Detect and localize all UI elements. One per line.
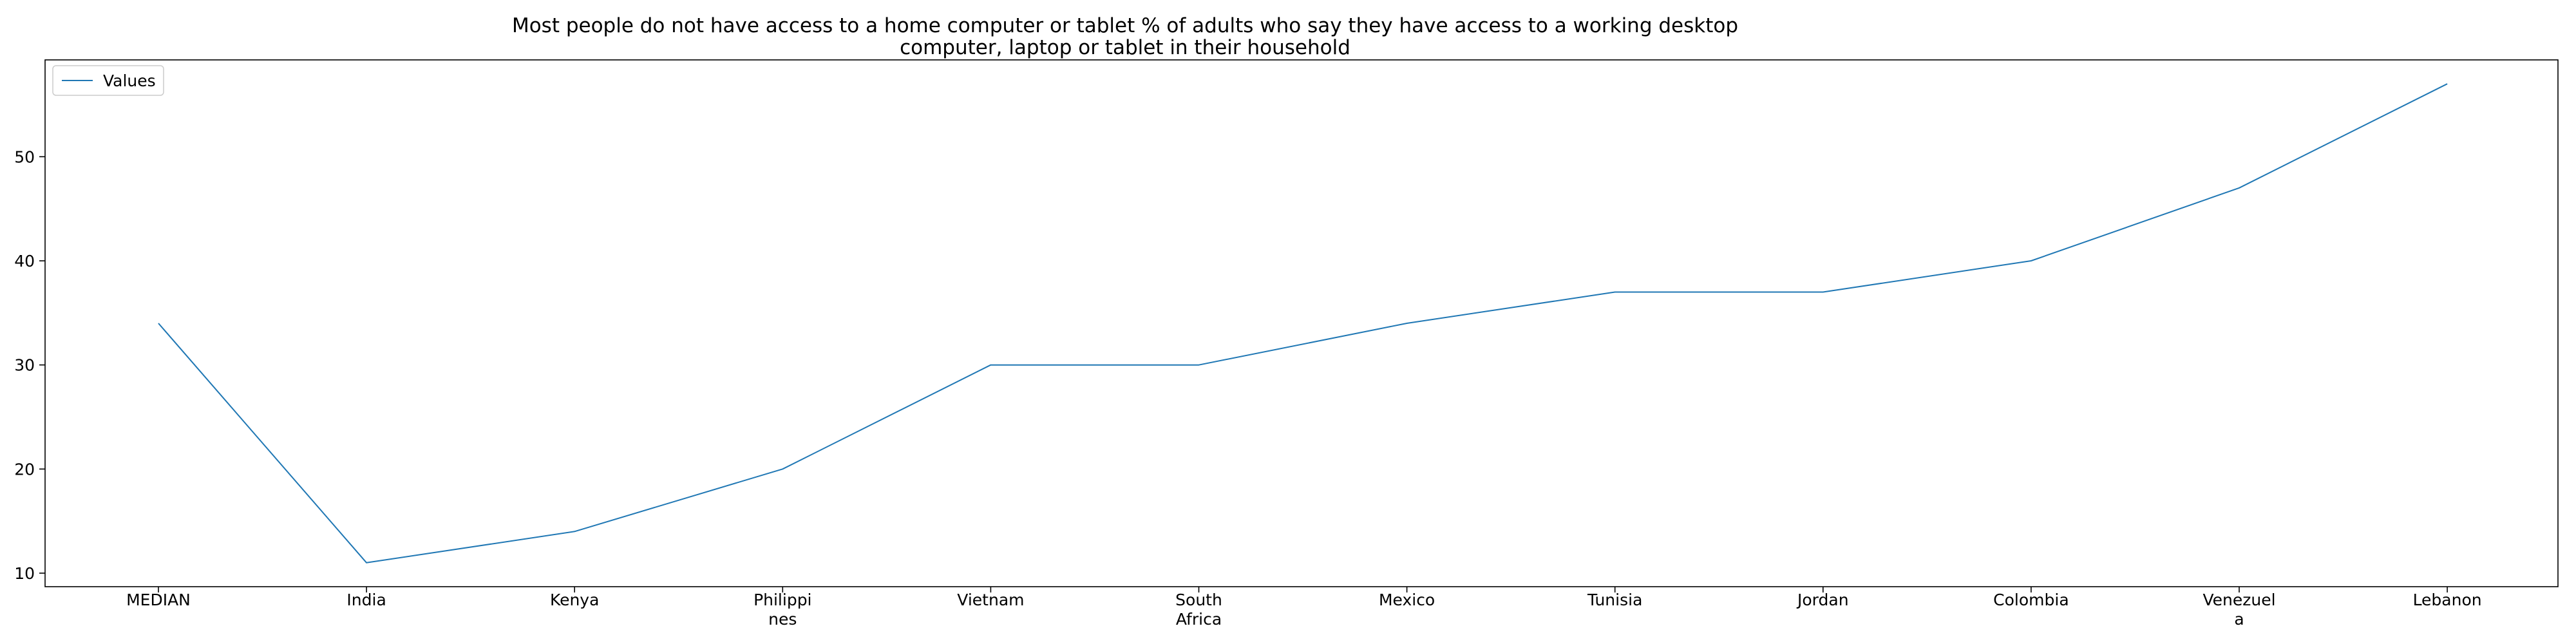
chart-title-line-2: computer, laptop or tablet in their hous…	[900, 36, 1350, 59]
chart-title: Most people do not have access to a home…	[512, 14, 1738, 59]
legend: Values	[52, 65, 164, 96]
x-tick-label-line: Lebanon	[2413, 591, 2482, 609]
x-tick-label-line: Africa	[1176, 610, 1222, 629]
x-tick-label-line: Kenya	[550, 591, 600, 609]
legend-label-values: Values	[103, 71, 156, 90]
plot-area	[44, 59, 2559, 587]
x-tick-label: Jordan	[1796, 591, 1849, 609]
x-tick-label-line: Vietnam	[957, 591, 1024, 609]
y-tick-label: 40	[14, 252, 35, 270]
chart-title-line-1: Most people do not have access to a home…	[512, 14, 1738, 37]
x-tick-label-line: Venezuel	[2202, 591, 2275, 609]
x-tick-label-line: MEDIAN	[126, 591, 191, 609]
series-group	[158, 83, 2448, 564]
y-tick-label: 30	[14, 356, 35, 375]
x-tick-label: Venezuel a	[2202, 591, 2275, 629]
x-tick-label-line: Mexico	[1379, 591, 1435, 609]
x-tick-label-line: India	[346, 591, 386, 609]
x-tick-label: India	[346, 591, 386, 609]
x-tick-label: Kenya	[550, 591, 600, 609]
x-tick-label-line: Colombia	[1993, 591, 2069, 609]
x-tick-label-line: nes	[768, 610, 797, 629]
x-tick-label: Philippi nes	[753, 591, 811, 629]
x-tick-label-line: South	[1175, 591, 1222, 609]
legend-box	[52, 65, 164, 96]
x-tick-label: MEDIAN	[126, 591, 191, 609]
series-line-values	[158, 83, 2448, 564]
x-tick-label: Tunisia	[1587, 591, 1642, 609]
x-axis: MEDIAN India Kenya Philippi nes Vietnam South A…	[126, 587, 2482, 629]
x-tick-label: Mexico	[1379, 591, 1435, 609]
x-tick-label-line: Philippi	[753, 591, 811, 609]
x-tick-label-line: Tunisia	[1587, 591, 1642, 609]
x-tick-label: Vietnam	[957, 591, 1024, 609]
y-axis: 10 20 30 40 50	[14, 147, 45, 583]
x-tick-label: South Africa	[1175, 591, 1222, 629]
y-tick-label: 50	[14, 147, 35, 166]
y-tick-label: 10	[14, 564, 35, 583]
x-tick-label: Colombia	[1993, 591, 2069, 609]
x-tick-label-line: Jordan	[1796, 591, 1849, 609]
x-tick-label: Lebanon	[2413, 591, 2482, 609]
x-tick-label-line: a	[2234, 610, 2244, 629]
y-tick-label: 20	[14, 460, 35, 478]
